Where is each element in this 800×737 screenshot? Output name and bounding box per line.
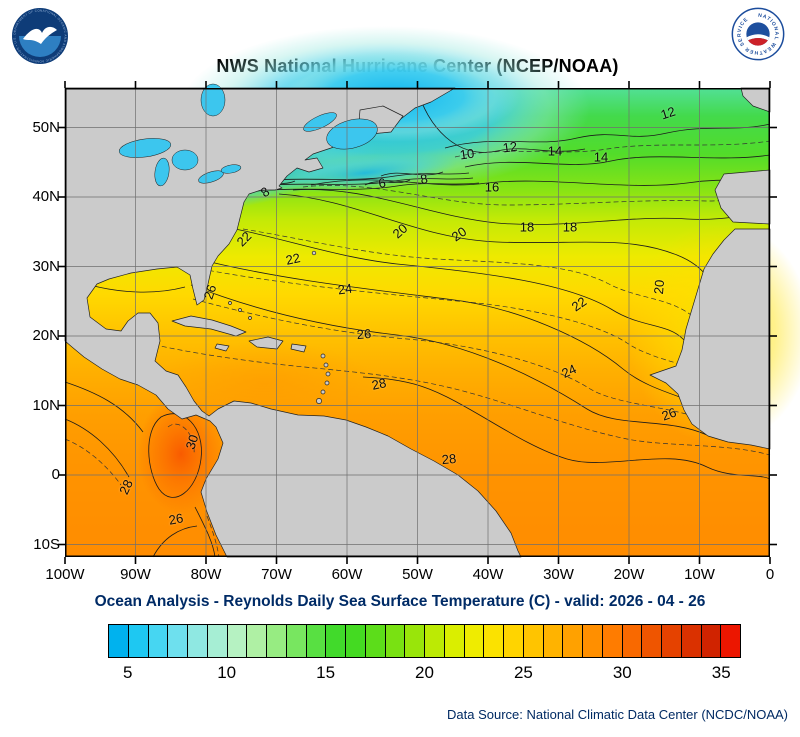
colorbar-tick-label: 15	[316, 663, 336, 682]
colorbar-cell	[464, 625, 485, 657]
colorbar-cell	[207, 625, 228, 657]
colorbar-cell	[622, 625, 643, 657]
land-antilles	[325, 371, 331, 377]
lon-tick-label: 80W	[190, 566, 222, 583]
sst-map-image	[58, 26, 800, 564]
lake-superior	[118, 138, 172, 158]
colorbar-cell	[148, 625, 169, 657]
noaa-sea-half	[19, 36, 61, 57]
lat-tick-label: 50N	[32, 118, 60, 136]
lat-tick-label: 0	[51, 466, 60, 483]
colorbar-cell	[326, 625, 346, 657]
land-antilles	[324, 380, 330, 386]
lon-tick-label: 40W	[472, 566, 504, 583]
inland-waters	[118, 83, 378, 187]
colorbar-tick-label: 30	[612, 663, 632, 682]
colorbar-cell	[128, 625, 149, 657]
nws-logo: NATIONAL WEATHER SERVICE	[731, 7, 785, 61]
land-africa	[649, 228, 771, 450]
land-antilles	[320, 353, 326, 359]
lat-tick-label: 30N	[32, 257, 60, 275]
sst-map: 12 10 12 14 14 8 6 8 16 18 18 20 20 22 22 26 24 22 20 26 24 2…	[58, 26, 800, 564]
colorbar-cell	[168, 625, 188, 657]
land-antilles	[323, 362, 329, 368]
land-antilles	[320, 389, 326, 395]
colorbar-cell	[701, 625, 722, 657]
colorbar-cell	[662, 625, 682, 657]
colorbar-tick-label: 10	[217, 663, 237, 682]
colorbar-tick-label: 35	[711, 663, 731, 682]
colorbar-cell	[425, 625, 445, 657]
colorbar-cell	[484, 625, 504, 657]
lon-tick-label: 30W	[543, 566, 574, 583]
colorbar-cell	[188, 625, 208, 657]
lake-ontario	[220, 164, 242, 174]
land-jamaica	[214, 343, 230, 352]
noaa-gull-icon	[23, 26, 57, 44]
land-bahamas	[228, 301, 232, 305]
colorbar-cell	[247, 625, 267, 657]
colorbar-cell	[523, 625, 544, 657]
colorbar-cell	[721, 625, 740, 657]
colorbar-cell	[365, 625, 386, 657]
lon-tick-label: 90W	[120, 566, 151, 583]
lon-tick-label: 100W	[45, 566, 85, 583]
colorbar-cell	[227, 625, 248, 657]
lon-tick-label: 60W	[331, 566, 363, 583]
colorbar-tick-label: 5	[123, 663, 133, 682]
colorbar-tick-label: 25	[513, 663, 533, 682]
land-puerto-rico	[290, 343, 307, 353]
graticule	[65, 88, 770, 557]
colorbar-cell	[306, 625, 327, 657]
colorbar-cell	[642, 625, 662, 657]
noaa-logo: NATIONAL OCEANIC AND ATMOSPHERIC ADMINIS…	[12, 8, 68, 64]
land-americas	[64, 87, 522, 558]
land-bermuda	[311, 250, 317, 256]
colorbar-cell	[109, 625, 129, 657]
james-bay	[200, 83, 226, 117]
colorbar-cell	[405, 625, 425, 657]
colorbar-cell	[385, 625, 406, 657]
colorbar-scale: 5 10 15 20 25 30 35	[108, 663, 741, 685]
lat-tick-label: 40N	[32, 188, 60, 205]
colorbar	[108, 624, 741, 658]
map-subtitle: Ocean Analysis - Reynolds Daily Sea Surf…	[94, 593, 706, 610]
axis-ticks	[58, 81, 777, 564]
land-bahamas	[248, 316, 252, 320]
land-bahamas	[238, 308, 242, 312]
lon-tick-label: 70W	[261, 566, 292, 583]
lon-tick-label: 0	[765, 566, 775, 583]
colorbar-cell	[602, 625, 623, 657]
colorbar-cell	[504, 625, 524, 657]
lake-michigan	[154, 157, 170, 187]
lake-erie	[198, 170, 224, 184]
land-hispaniola	[248, 336, 284, 350]
sst-contour-lines-dashed	[64, 140, 771, 558]
colorbar-cell	[286, 625, 307, 657]
colorbar-cell	[583, 625, 603, 657]
lat-tick-label: 10N	[32, 396, 60, 414]
colorbar-tick-label: 20	[415, 663, 434, 682]
colorbar-cell	[444, 625, 465, 657]
land-trinidad	[316, 398, 322, 404]
land-cuba	[171, 315, 247, 337]
lon-tick-label: 20W	[613, 566, 645, 583]
colorbar-cell	[563, 625, 583, 657]
lon-tick-label: 10W	[684, 566, 715, 583]
data-source-credit: Data Source: National Climatic Data Cent…	[447, 707, 788, 722]
map-frame	[65, 88, 770, 557]
lon-tick-label: 50W	[402, 566, 433, 583]
colorbar-cell	[267, 625, 287, 657]
lake-huron	[171, 149, 199, 171]
colorbar-cell	[346, 625, 366, 657]
lat-tick-label: 20N	[32, 327, 60, 344]
colorbar-cell	[543, 625, 564, 657]
lat-tick-label: 10S	[33, 535, 60, 553]
colorbar-cell	[681, 625, 702, 657]
